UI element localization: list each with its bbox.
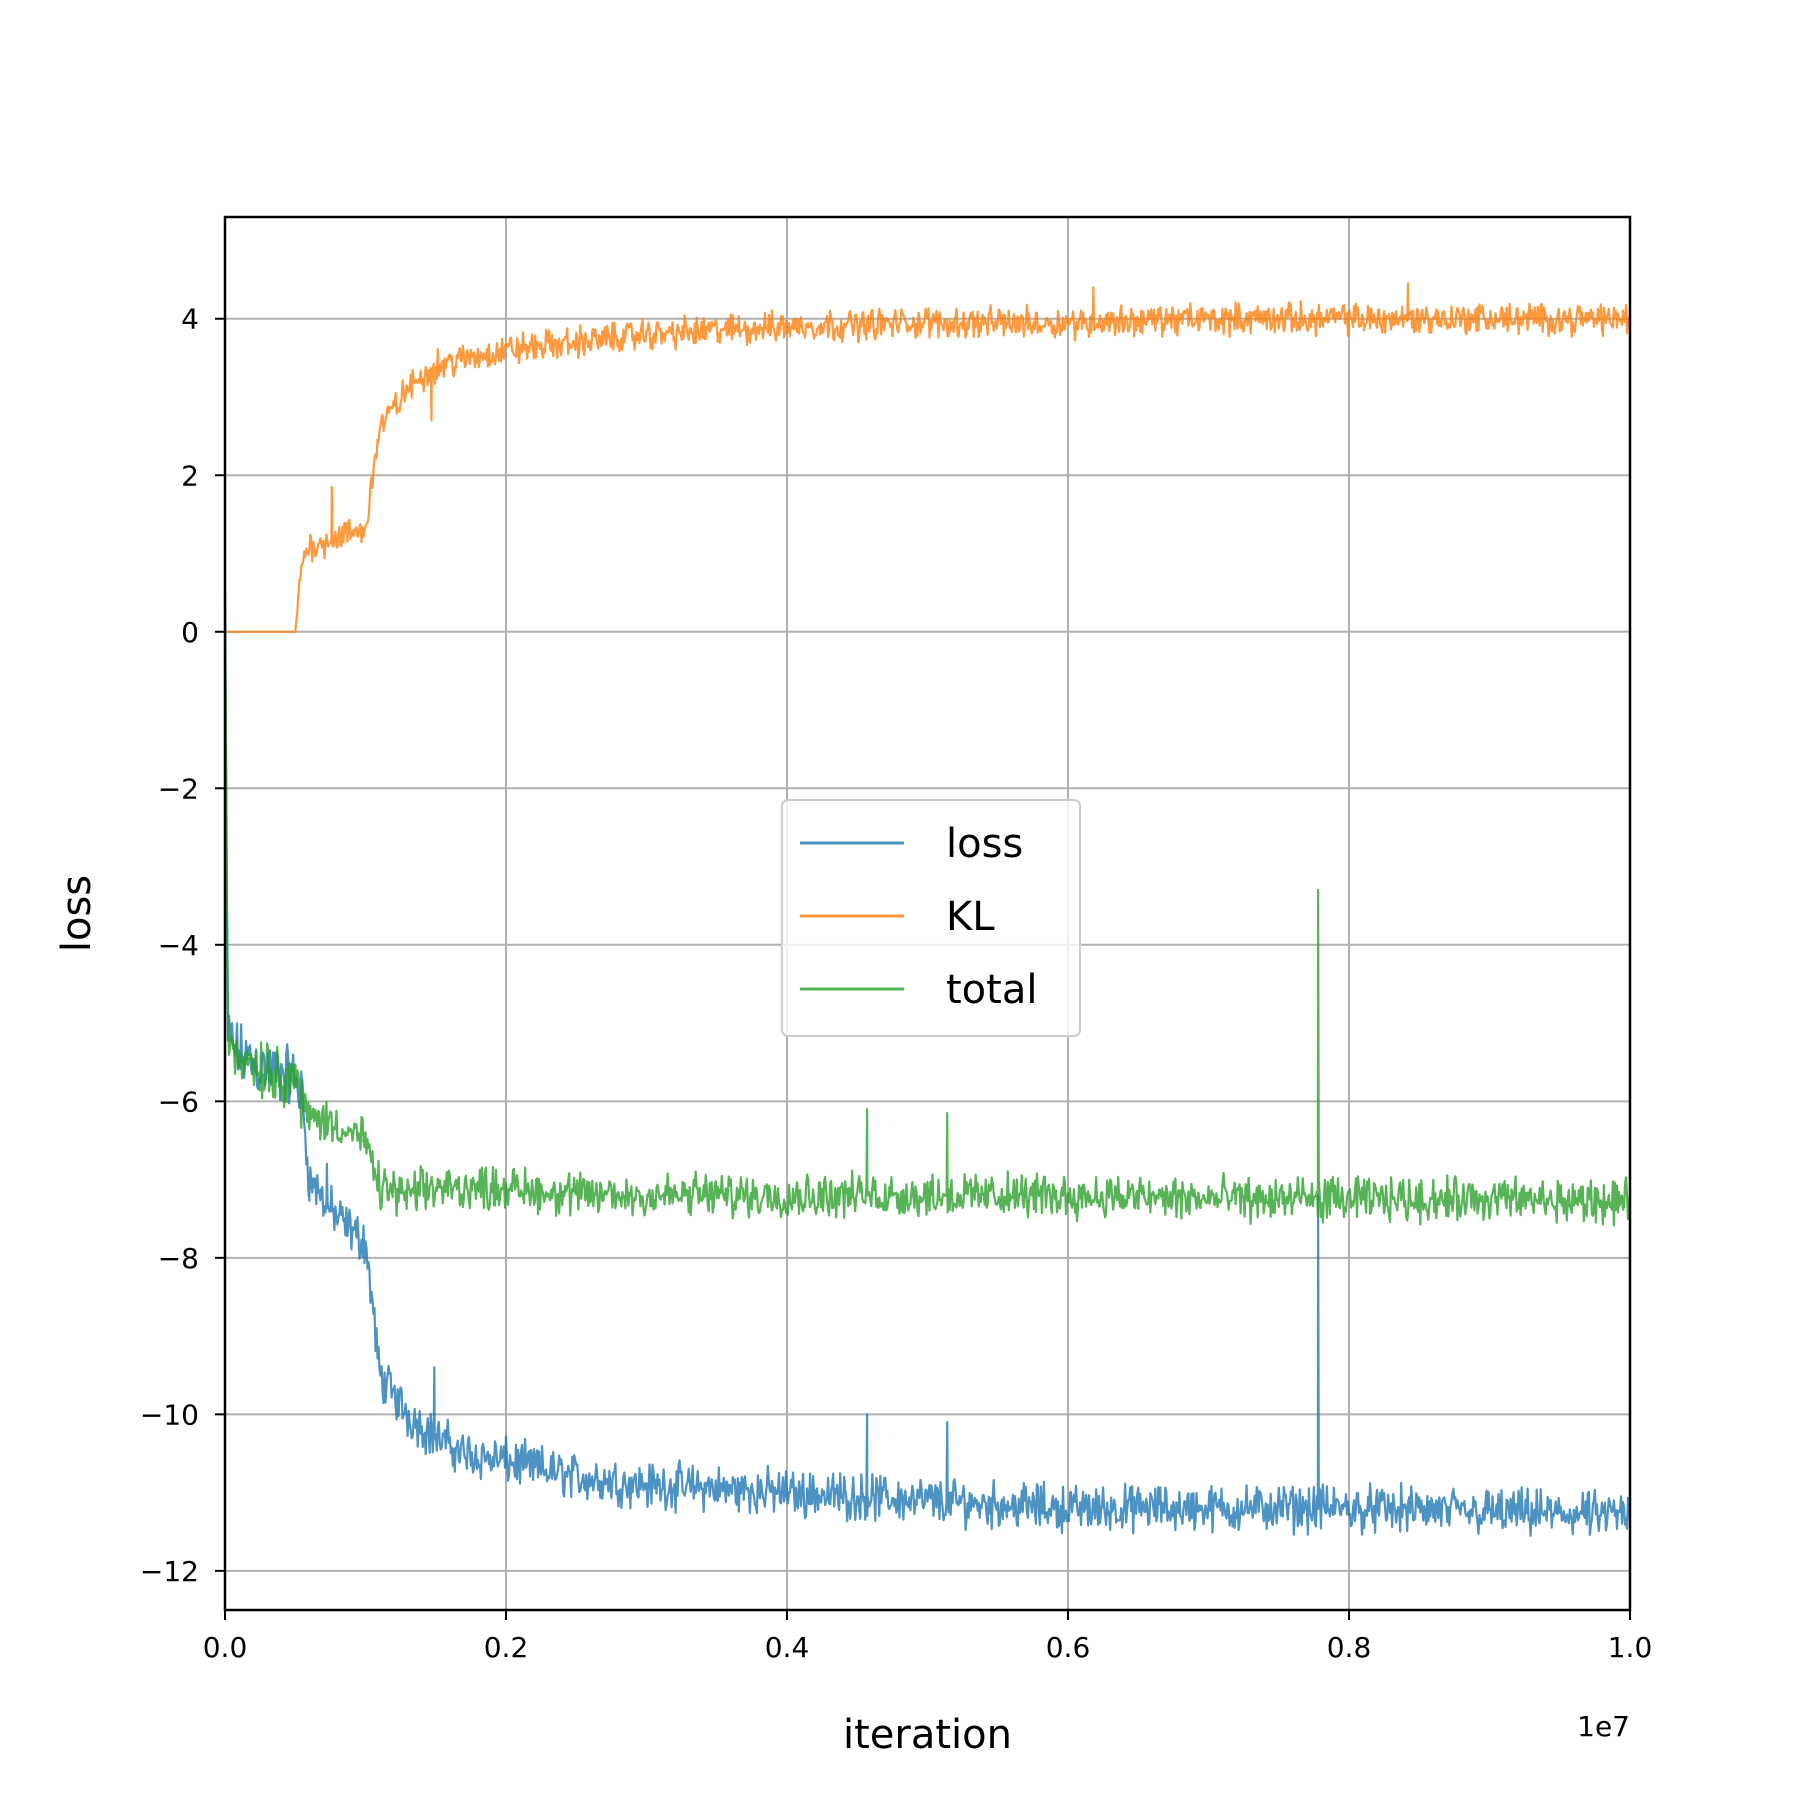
legend-item-kl: KL bbox=[800, 894, 995, 940]
y-tick-label: −10 bbox=[140, 1398, 199, 1431]
x-axis-label: iteration bbox=[843, 1712, 1012, 1758]
y-tick-label: 0 bbox=[181, 616, 199, 649]
series-layer bbox=[223, 282, 1632, 1537]
x-tick-label: 0.6 bbox=[1046, 1631, 1091, 1664]
legend-box bbox=[781, 799, 1081, 1037]
legend-item-loss: loss bbox=[800, 821, 1023, 867]
legend-label-total: total bbox=[946, 967, 1037, 1013]
y-tick-label: −12 bbox=[140, 1555, 199, 1588]
x-tick-label: 0.4 bbox=[765, 1631, 810, 1664]
y-tick-label: 4 bbox=[181, 303, 199, 336]
legend-label-loss: loss bbox=[946, 821, 1023, 867]
axis-ticks: 0.0 0.2 0.4 0.6 0.8 1.0 4 2 0 −2 −4 −6 −8 −10 −12 bbox=[140, 303, 1652, 1664]
y-axis-label: loss bbox=[54, 875, 100, 952]
x-tick-label: 0.8 bbox=[1327, 1631, 1372, 1664]
series-line-kl bbox=[224, 282, 1632, 633]
series-line-total bbox=[223, 592, 1632, 1227]
y-tick-label: 2 bbox=[181, 459, 199, 492]
y-tick-label: −2 bbox=[158, 772, 199, 805]
series-line-loss bbox=[223, 592, 1632, 1537]
plot-frame bbox=[223, 215, 1632, 1612]
y-tick-label: −4 bbox=[158, 929, 199, 962]
y-tick-label: −8 bbox=[158, 1242, 199, 1275]
legend-item-total: total bbox=[800, 967, 1037, 1013]
x-tick-label: 1.0 bbox=[1608, 1631, 1653, 1664]
x-offset-label: 1e7 bbox=[1577, 1710, 1630, 1743]
legend: loss KL total bbox=[781, 799, 1081, 1037]
x-tick-label: 0.2 bbox=[484, 1631, 529, 1664]
y-tick-label: −6 bbox=[158, 1085, 199, 1118]
legend-label-kl: KL bbox=[946, 894, 995, 940]
x-tick-label: 0.0 bbox=[203, 1631, 248, 1664]
